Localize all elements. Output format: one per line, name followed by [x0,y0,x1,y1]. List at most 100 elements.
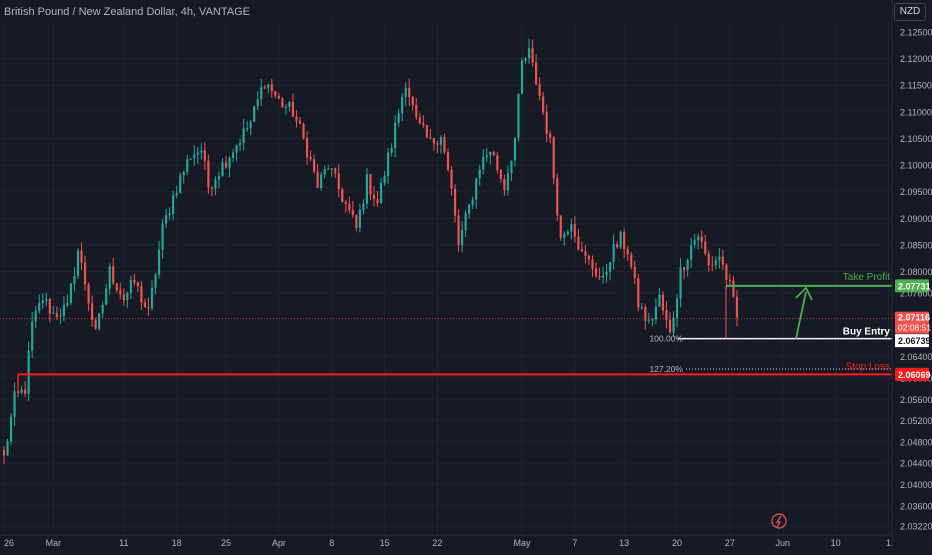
candle-body [732,280,735,297]
candle-body [150,287,154,309]
candle-body [87,284,90,304]
candle-body [320,174,323,188]
candle-body [246,128,249,130]
price-tick-label: 2.05600 [900,395,932,405]
time-tick-label: 20 [672,538,682,548]
candle-body [207,160,210,188]
currency-button[interactable]: NZD [894,3,926,21]
candle-body [348,203,351,211]
candle-body [598,276,601,278]
candle-body [496,155,499,171]
candle-body [200,150,203,153]
candle-body [721,256,724,265]
candle-body [714,260,717,266]
candle-body [313,159,316,172]
candle-body [73,275,76,284]
candle-body [179,175,182,193]
candle-body [651,319,654,321]
candle-body [203,150,206,161]
candle-body [133,279,136,283]
candle-body [235,145,238,153]
candle-body [640,306,643,308]
candle-body [429,137,432,139]
candle-body [136,282,139,287]
candle-body [527,48,531,59]
price-tick-label: 2.10000 [900,161,932,171]
candle-body [601,275,605,278]
candle-body [718,256,721,261]
candle-body [98,313,101,329]
candle-body [450,169,453,189]
candle-body [728,279,731,281]
candle-body [425,125,428,138]
candle-body [48,298,51,314]
time-tick-label: Apr [272,538,286,548]
candle-body [143,302,147,308]
candle-body [372,194,376,200]
candle-body [658,294,661,307]
candle-body [157,249,161,275]
price-tick-label: 2.04000 [900,480,932,490]
candle-body [327,168,330,170]
candle-body [679,267,682,299]
candle-body [584,251,587,256]
candle-body [542,96,545,113]
price-tick-label: 2.08000 [900,267,932,277]
candle-body [668,319,672,333]
candle-body [168,213,171,216]
candle-body [573,224,576,237]
candle-body [675,298,679,318]
candle-body [503,179,506,191]
candle-body [693,240,696,246]
candle-body [305,138,309,157]
lightning-icon-bolt [775,515,782,528]
candle-body [492,151,495,156]
candle-body [485,155,488,157]
candle-body [298,120,302,124]
candle-body [122,294,125,301]
candle-body [112,266,115,284]
candle-body [69,283,73,303]
time-tick-label: 11 [119,538,128,548]
candle-body [577,236,580,250]
candle-body [633,266,636,279]
candle-body [506,173,509,191]
time-tick-label: 27 [725,538,735,548]
candle-body [45,298,48,301]
candle-body [365,174,369,204]
candle-body [379,182,383,204]
price-tick-label: 2.05200 [900,416,932,426]
price-tick-label: 2.09500 [900,187,932,197]
stop-loss-price-tag: 2.06069 [898,370,931,380]
take-profit-price-tag: 2.07731 [898,281,931,291]
candle-body [165,215,168,224]
time-axis-bg [0,535,892,550]
candle-body [499,170,502,180]
candle-body [735,296,739,318]
candle-body [256,99,259,107]
candle-body [394,122,397,149]
candle-body [489,151,492,156]
candle-body [683,267,686,271]
candle-body [355,215,358,228]
candle-body [401,96,404,114]
candle-body [594,268,598,277]
price-axis[interactable]: 2.12500 2.12000 2.11500 2.11000 2.10500 2.100… [891,0,932,550]
stop-loss-price-tag-bg [895,367,929,381]
candle-body [644,306,647,321]
candle-body [24,389,27,394]
candle-body [609,262,612,272]
candle-body [83,262,87,285]
current-price-value: 2.07116 [898,313,930,323]
candle-body [647,319,650,321]
candle-body [351,210,354,216]
time-axis[interactable]: 26 Mar 11 18 25 Apr 8 15 22 May 7 13 20 27 Jun 10 1 [0,534,892,550]
candle-body [626,249,629,255]
candle-body [482,156,485,170]
candle-body [432,138,435,144]
candle-body [242,128,245,143]
candle-body [214,179,217,189]
lightning-icon[interactable] [771,513,787,529]
